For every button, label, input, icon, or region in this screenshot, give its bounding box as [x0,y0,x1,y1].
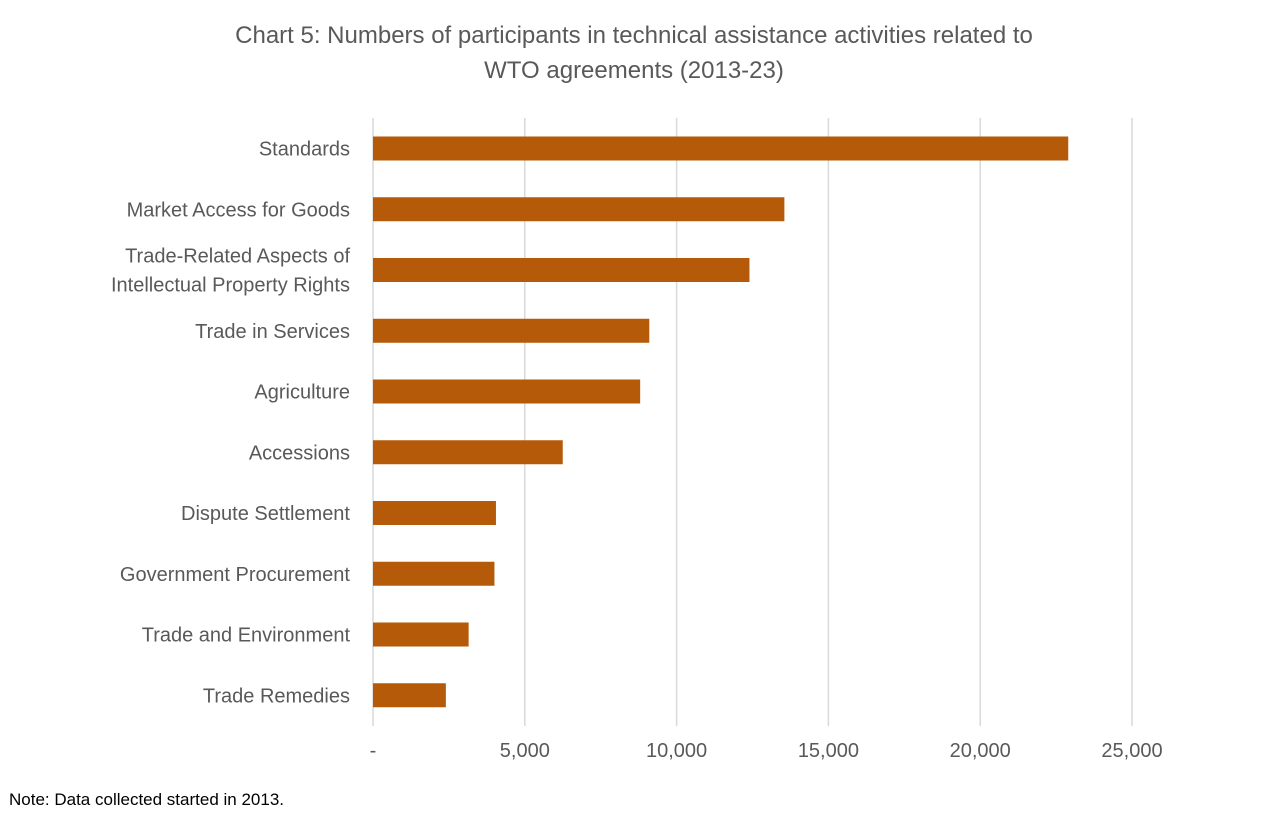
x-tick-label-0: - [370,740,377,762]
chart-title-line-1: Chart 5: Numbers of participants in tech… [235,22,1033,49]
category-label-0: Standards [259,139,350,161]
bar-7 [373,561,495,586]
chart-title-line-2: WTO agreements (2013-23) [484,57,784,84]
x-tick-label-5: 25,000 [1101,740,1162,762]
bar-6 [373,501,496,525]
x-tick-label-2: 10,000 [646,740,707,762]
x-tick-label-3: 15,000 [798,740,859,762]
bar-5 [373,440,563,465]
category-label-2-line-1: Trade-Related Aspects of [125,246,350,268]
bar-8 [373,622,469,647]
x-axis-tick-labels: - 5,000 10,000 15,000 20,000 25,000 [370,740,1163,762]
category-label-4: Agriculture [254,382,350,404]
bar-0 [373,136,1069,161]
category-label-6: Dispute Settlement [181,503,350,525]
category-label-3: Trade in Services [195,321,350,343]
bar-1 [373,197,785,222]
category-label-2-line-2: Intellectual Property Rights [111,275,350,297]
category-labels: Standards Market Access for Goods Trade-Re… [111,139,350,708]
x-tick-label-1: 5,000 [500,740,550,762]
category-label-1: Market Access for Goods [127,199,350,221]
bar-9 [373,683,446,708]
category-label-7: Government Procurement [120,564,351,586]
x-tick-label-4: 20,000 [950,740,1011,762]
category-label-9: Trade Remedies [203,685,350,707]
bars [373,136,1069,708]
footnote: Note: Data collected started in 2013. [9,790,284,809]
category-label-5: Accessions [249,442,350,464]
category-label-8: Trade and Environment [142,625,351,647]
bar-4 [373,379,641,404]
bar-2 [373,258,750,282]
bar-3 [373,318,650,343]
chart-title: Chart 5: Numbers of participants in tech… [0,18,1265,88]
